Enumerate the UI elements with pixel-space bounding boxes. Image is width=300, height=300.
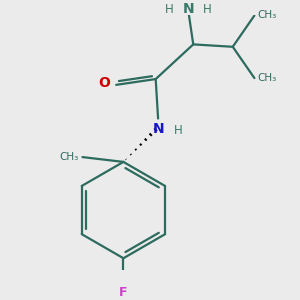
- Text: CH₃: CH₃: [257, 11, 277, 20]
- Text: F: F: [119, 286, 128, 299]
- Text: O: O: [98, 76, 110, 90]
- Text: CH₃: CH₃: [59, 152, 79, 162]
- Text: H: H: [203, 3, 212, 16]
- Text: CH₃: CH₃: [257, 73, 277, 83]
- Text: H: H: [173, 124, 182, 136]
- Text: N: N: [183, 2, 194, 16]
- Text: H: H: [165, 3, 174, 16]
- Text: N: N: [152, 122, 164, 136]
